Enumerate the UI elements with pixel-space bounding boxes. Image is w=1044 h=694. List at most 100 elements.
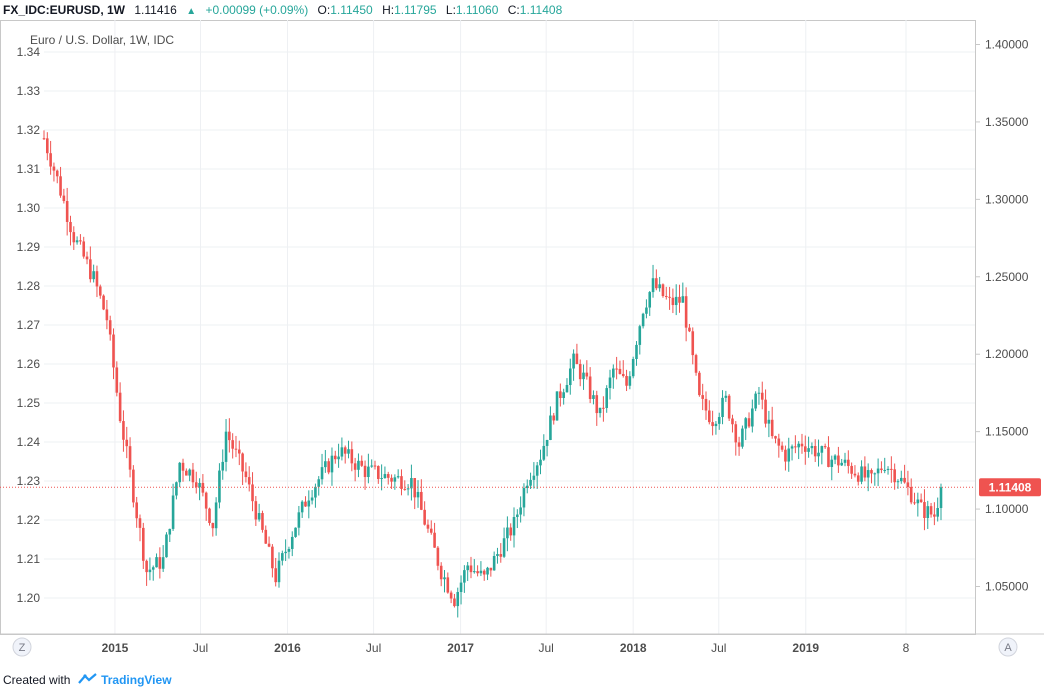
candle-body [135,502,138,519]
candle-body [545,439,549,446]
footer: Created with TradingView [0,668,400,692]
candle-body [224,431,228,462]
candle-body [383,474,387,479]
candle-body [82,241,86,257]
candle-body [588,376,592,399]
candle-body [678,296,681,303]
candle-body [46,138,49,154]
candle-body [847,459,850,466]
candle-body [909,486,913,503]
x-axis-tick-label: 2018 [620,641,647,655]
candle-body [393,477,397,482]
auto-scale-button[interactable] [998,637,1018,657]
chart-grid [0,20,976,635]
candle-body [75,240,79,243]
candle-body [287,548,291,552]
price-chart[interactable]: 1.34 1.33 1.32 1.31 1.30 1.29 1.28 1.27 1.26 1.25… [0,20,1044,660]
candle-body [774,436,777,439]
candle-body [827,447,830,467]
candle-body [800,443,804,447]
candle-body [694,355,698,373]
candle-body [237,449,241,454]
candle-body [204,492,208,509]
candle-body [304,501,307,507]
candle-body [635,344,638,359]
candle-body [552,415,556,421]
candle-body [873,473,877,475]
candle-body [688,327,691,332]
candle-body [913,502,916,504]
candle-body [711,422,714,427]
candle-body [496,554,499,556]
candle-body [602,407,605,409]
left-axis-tick-label: 1.20 [17,591,41,605]
high-value: 1.11795 [394,3,437,17]
candle-body [698,372,701,396]
candle-body [453,598,456,607]
candle-body [618,368,622,374]
candle-body [575,353,579,365]
candle-body [492,555,496,571]
candle-body [267,543,271,547]
zoom-reset-button[interactable] [12,637,32,657]
candle-body [721,397,724,418]
candle-body [277,560,281,583]
candle-body [377,466,380,479]
tradingview-logo-icon[interactable] [77,669,98,693]
left-axis-tick-label: 1.26 [17,357,41,371]
candle-body [840,462,844,466]
candle-body [578,364,582,380]
candle-body [731,418,734,425]
candle-body [178,462,182,483]
candle-body [638,326,642,345]
candle-body [165,534,168,558]
candle-body [241,453,244,472]
candle-body [367,466,370,478]
tradingview-brand[interactable]: TradingView [101,673,172,687]
candle-body [426,524,430,529]
candle-body [817,452,820,457]
candle-body [343,447,347,454]
candle-body [353,463,357,470]
candle-body [141,527,145,561]
candle-body [542,445,546,460]
candle-body [747,418,751,427]
candle-body [443,577,446,580]
candle-body [271,546,274,569]
symbol-label[interactable]: FX_IDC:EURUSD, 1W [3,3,126,17]
right-axis-tick-label: 1.15000 [985,425,1029,439]
left-axis-tick-label: 1.29 [17,240,41,254]
candle-body [168,528,172,535]
candle-body [446,577,450,593]
candle-body [853,473,857,476]
candle-body [645,307,648,314]
candle-body [112,334,115,368]
candle-body [794,446,797,448]
candle-body [612,368,615,378]
candle-body [890,468,893,470]
candle-body [234,448,238,450]
candle-body [132,469,135,503]
candle-body [469,565,473,573]
candle-body [102,295,105,310]
right-axis-tick-label: 1.40000 [985,38,1029,52]
candle-body [549,415,552,440]
candle-body [813,446,817,457]
candle-body [830,459,834,467]
x-axis-tick-label: 2019 [792,641,819,655]
candle-body [790,446,794,449]
candle-body [72,232,76,243]
chart-axes: 1.34 1.33 1.32 1.31 1.30 1.29 1.28 1.27 1.26 1.25… [0,38,1044,657]
candle-body [386,474,390,478]
candle-body [251,484,254,502]
candle-body [181,462,185,471]
candle-body [628,376,632,386]
candle-body [506,527,509,539]
candle-body [350,449,354,464]
candle-body [519,507,522,515]
right-axis-tick-label: 1.10000 [985,502,1029,516]
candle-body [916,499,920,504]
candle-body [320,467,324,480]
candle-body [803,446,807,452]
candle-body [936,508,939,517]
